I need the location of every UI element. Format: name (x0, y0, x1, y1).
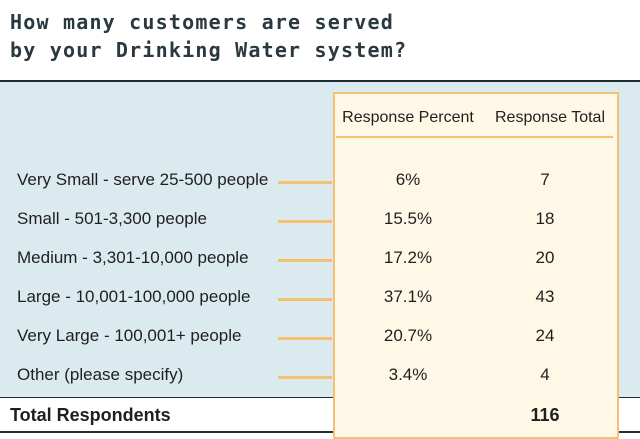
row-leader-line (278, 220, 332, 223)
response-total-cell: 7 (540, 170, 550, 189)
total-respondents-label: Total Respondents (10, 405, 171, 425)
header-underline (336, 136, 613, 138)
column-header-percent: Response Percent (342, 109, 474, 126)
row-label: Medium - 3,301-10,000 people (17, 248, 249, 267)
row-leader-line (278, 259, 332, 262)
response-total-cell: 4 (540, 365, 550, 384)
row-label: Large - 10,001-100,000 people (17, 287, 251, 306)
row-label: Very Small - serve 25-500 people (17, 170, 269, 189)
response-percent-cell: 3.4% (388, 365, 428, 384)
response-percent-cell: 6% (395, 170, 421, 189)
row-label: Small - 501-3,300 people (17, 209, 207, 228)
response-total-cell: 20 (535, 248, 555, 267)
data-columns-box (333, 92, 619, 439)
footer-rule (0, 431, 640, 433)
row-leader-line (278, 298, 332, 301)
total-respondents-value: 116 (530, 405, 560, 425)
column-header-total: Response Total (495, 109, 605, 126)
row-leader-line (278, 337, 332, 340)
row-label: Very Large - 100,001+ people (17, 326, 242, 345)
row-leader-line (278, 181, 332, 184)
title-line-1: How many customers are served (10, 10, 394, 34)
response-percent-cell: 20.7% (383, 326, 433, 345)
response-total-cell: 18 (535, 209, 555, 228)
response-total-cell: 43 (535, 287, 555, 306)
row-label: Other (please specify) (17, 365, 184, 384)
response-percent-cell: 37.1% (383, 287, 433, 306)
response-percent-cell: 15.5% (383, 209, 433, 228)
title-line-2: by your Drinking Water system? (10, 38, 408, 62)
row-leader-line (278, 376, 332, 379)
response-percent-cell: 17.2% (383, 248, 433, 267)
response-total-cell: 24 (535, 326, 555, 345)
